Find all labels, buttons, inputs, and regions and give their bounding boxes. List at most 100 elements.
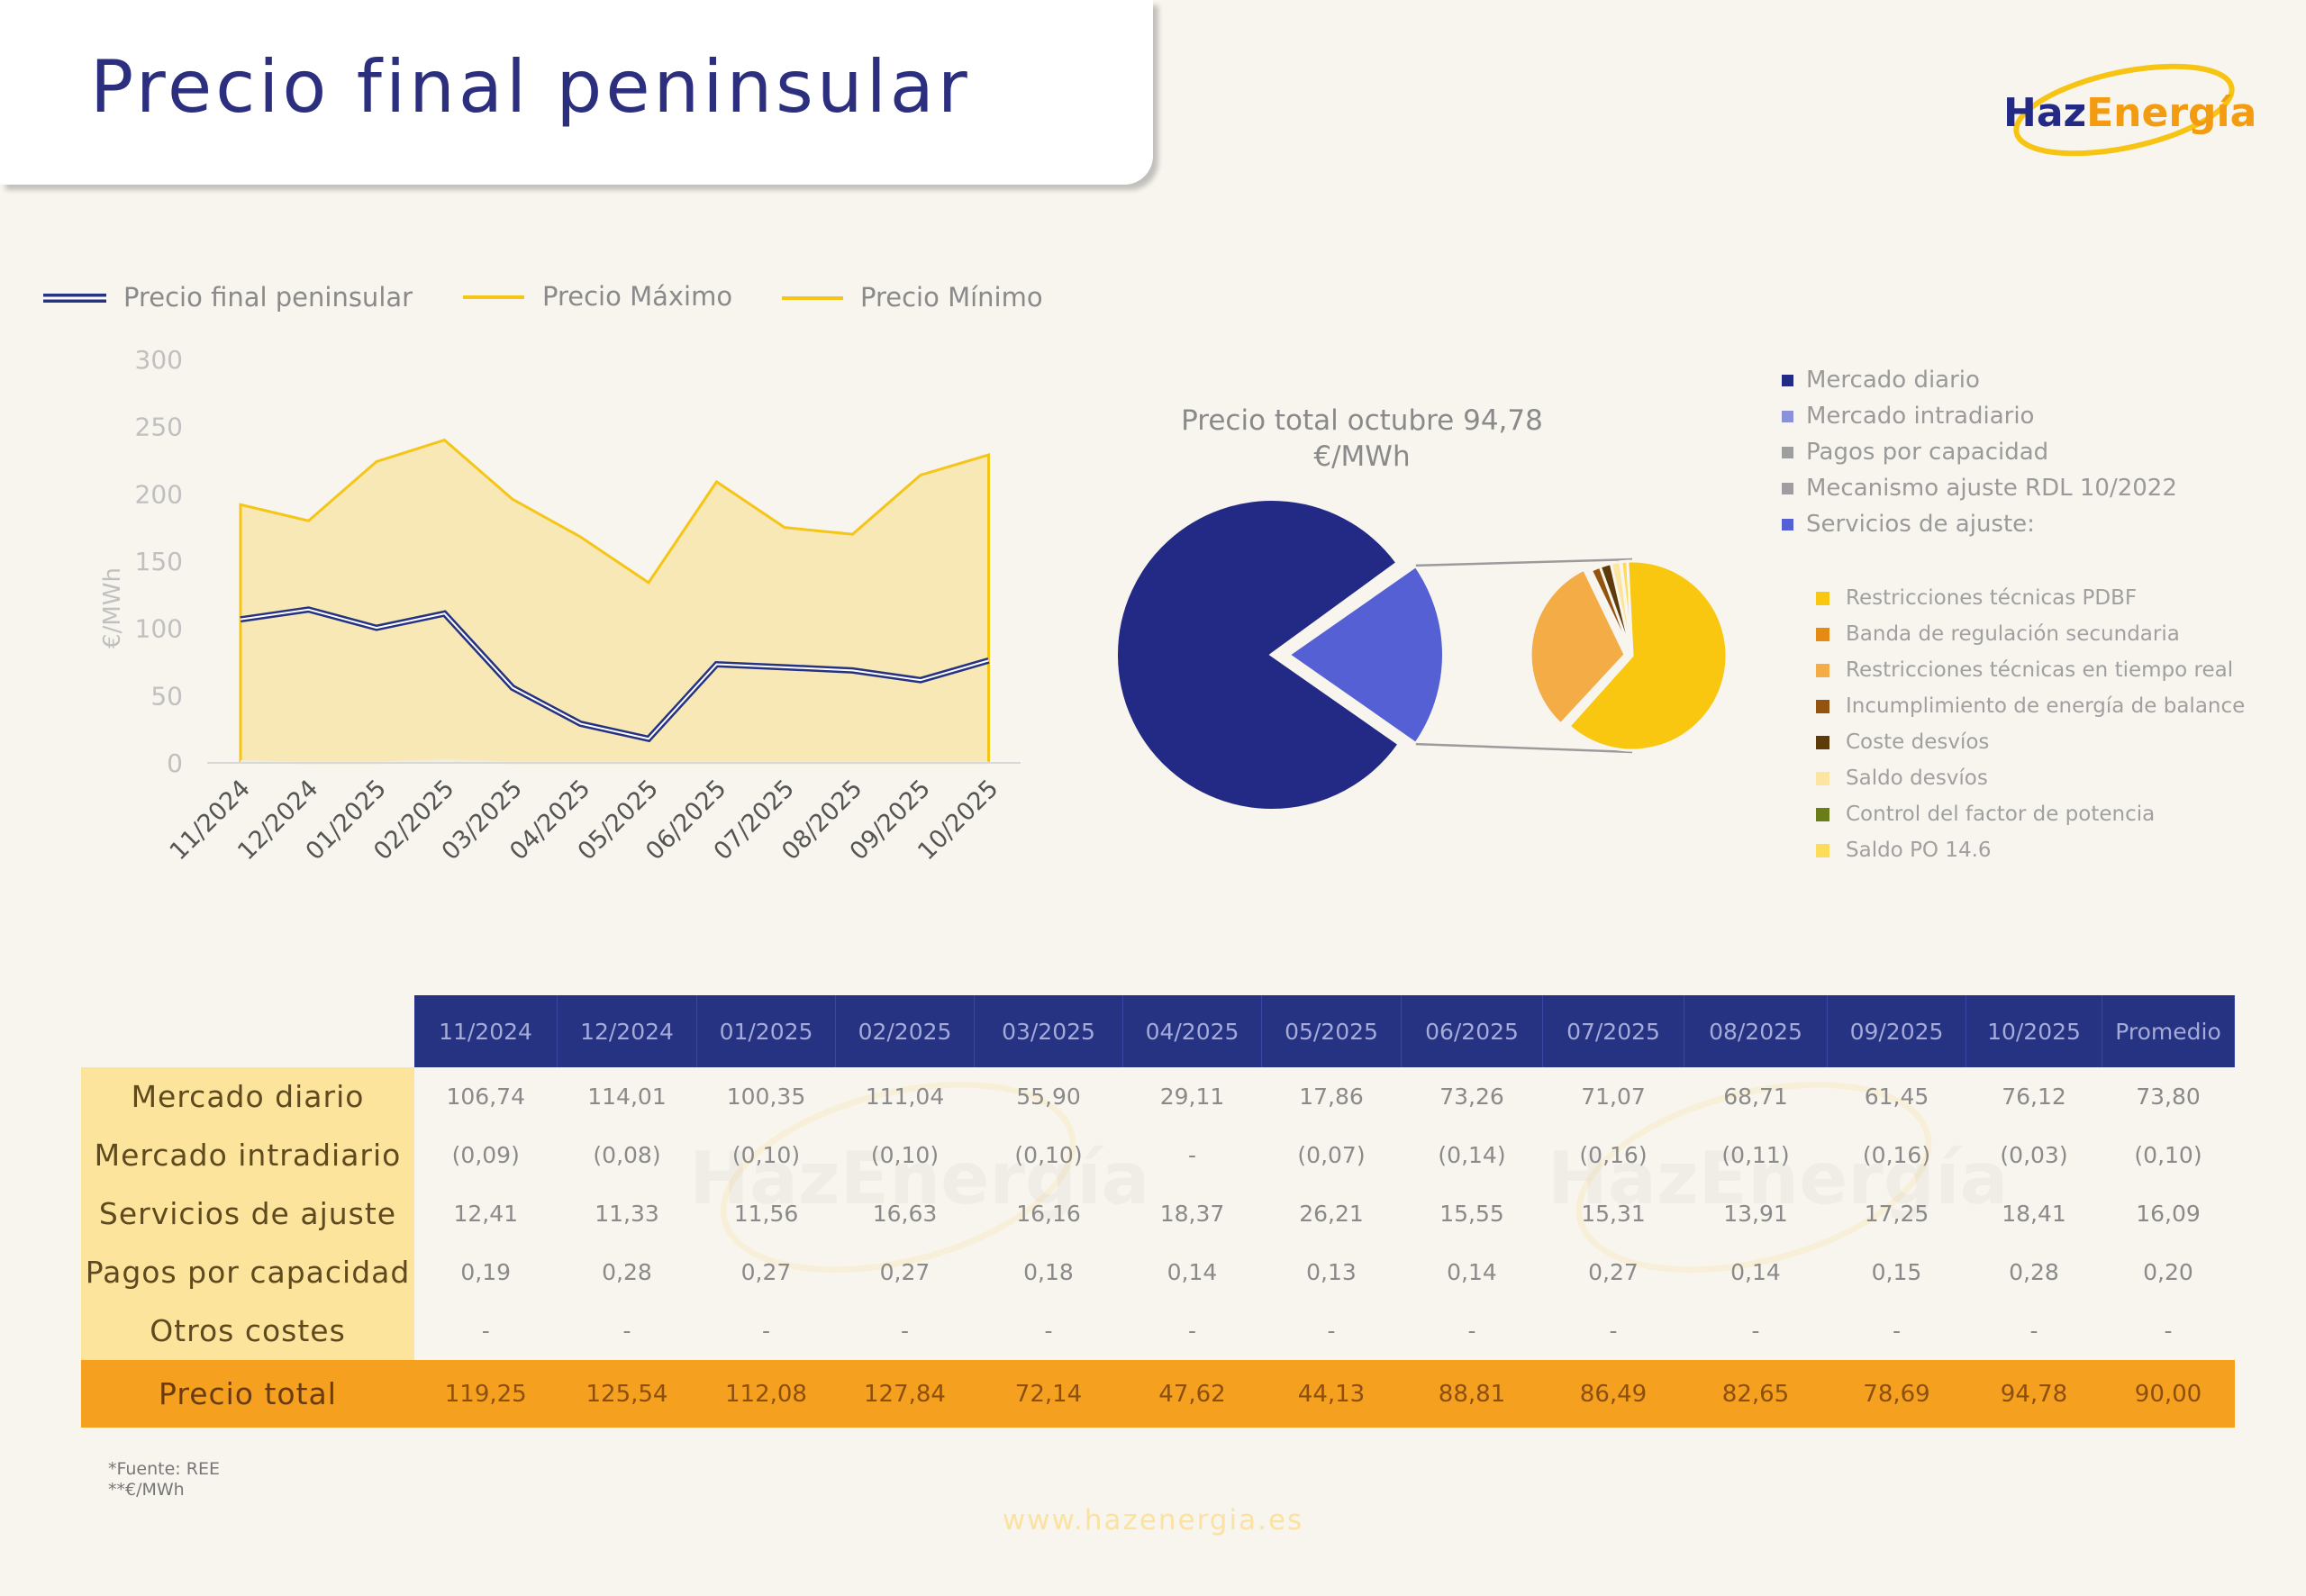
table-row-mercado-intradiario: Mercado intradiario (0,09) (0,08) (0,10) (0,…: [81, 1126, 2235, 1184]
column-header: 10/2025: [1966, 995, 2102, 1067]
table-cell: 47,62: [1122, 1360, 1262, 1428]
legend-item-mercado-diario: Mercado diario: [1782, 362, 2177, 398]
row-label: Mercado diario: [81, 1067, 414, 1126]
svg-text:HazEnergía: HazEnergía: [2003, 90, 2256, 136]
legend-label: Mecanismo ajuste RDL 10/2022: [1806, 475, 2177, 502]
column-header: 11/2024: [414, 995, 558, 1067]
table-cell: 0,27: [740, 1259, 792, 1285]
table-cell: -: [1609, 1318, 1618, 1344]
table-cell: 106,74: [446, 1084, 525, 1110]
table-cell: 94,78: [1966, 1360, 2102, 1428]
breakdown-legend-item-coste-desvios: Coste desvíos: [1816, 724, 2245, 760]
table-row-precio-total: Precio total 119,25 125,54 112,08 127,84 72,1…: [81, 1360, 2235, 1428]
series-line-precio-final-inner: [240, 608, 989, 740]
connector-bottom: [1415, 742, 1633, 754]
breakdown-legend-item-control-del-factor-de-potencia: Control del factor de potencia: [1816, 796, 2245, 832]
table-cell: 119,25: [414, 1360, 558, 1428]
column-header: 05/2025: [1261, 995, 1402, 1067]
y-tick-label: 300: [135, 345, 183, 375]
table-cell: 76,12: [2002, 1084, 2066, 1110]
legend-swatch: [1816, 735, 1829, 749]
table-cell: -: [1327, 1318, 1336, 1344]
breakdown-legend-item-restricciones-tecnicas-en-tiempo-real: Restricciones técnicas en tiempo real: [1816, 652, 2245, 688]
table-cell: (0,14): [1438, 1142, 1506, 1168]
column-header: 08/2025: [1684, 995, 1828, 1067]
note-source: *Fuente: REE: [108, 1459, 220, 1479]
logo-text-haz: Haz: [2003, 90, 2086, 136]
legend-label: Mercado diario: [1806, 367, 1980, 394]
legend-label-precio-final: Precio final peninsular: [123, 282, 413, 313]
pie-slice-servicios-de-ajuste: [1285, 563, 1446, 747]
table-cell: -: [1187, 1142, 1197, 1168]
legend-label: Control del factor de potencia: [1846, 803, 2156, 826]
legend-label: Coste desvíos: [1846, 730, 1990, 754]
connector-top: [1415, 558, 1633, 567]
table-cell: (0,09): [451, 1142, 520, 1168]
legend-label: Saldo PO 14.6: [1846, 839, 1992, 862]
table-cell: -: [1187, 1318, 1197, 1344]
table-cell: 127,84: [835, 1360, 975, 1428]
table-cell: -: [1751, 1318, 1760, 1344]
legend-item-servicios-de-ajuste: Servicios de ajuste:: [1782, 506, 2177, 542]
legend-label: Servicios de ajuste:: [1806, 511, 2035, 538]
table-cell: 125,54: [557, 1360, 697, 1428]
legend-swatch: [1816, 627, 1829, 641]
table-cell: 0,14: [1167, 1259, 1218, 1285]
title-card: Precio final peninsular: [0, 0, 1153, 185]
table-cell: 73,80: [2136, 1084, 2201, 1110]
legend-item-pagos-por-capacidad: Pagos por capacidad: [1782, 434, 2177, 470]
row-label: Precio total: [81, 1360, 414, 1428]
legend-label-precio-minimo: Precio Mínimo: [860, 282, 1043, 313]
table-cell: -: [1467, 1318, 1476, 1344]
table-cell: 0,20: [2143, 1259, 2193, 1285]
legend-label: Saldo desvíos: [1846, 766, 1988, 790]
column-header: 06/2025: [1401, 995, 1543, 1067]
pie-legend: Mercado diario Mercado intradiario Pagos p…: [1782, 362, 2177, 542]
table-row-pagos-por-capacidad: Pagos por capacidad 0,19 0,28 0,27 0,27 0,18 0…: [81, 1243, 2235, 1301]
legend-swatch: [1816, 591, 1829, 605]
table-cell: 78,69: [1827, 1360, 1966, 1428]
column-header: Promedio: [2102, 995, 2235, 1067]
table-cell: -: [481, 1318, 490, 1344]
table-cell: 16,63: [872, 1201, 938, 1227]
pie-breakdown: [1529, 559, 1729, 752]
table-body: Mercado diario 106,74 114,01 100,35 111,04 55…: [81, 1067, 2235, 1428]
breakdown-legend-item-saldo-po-14-6: Saldo PO 14.6: [1816, 832, 2245, 868]
column-header: 01/2025: [696, 995, 836, 1067]
table-cell: 61,45: [1864, 1084, 1929, 1110]
breakdown-slice-restricciones-tecnicas-en-tiempo-real: [1529, 567, 1627, 726]
legend-swatch: [1782, 518, 1793, 530]
legend-swatch: [1782, 482, 1793, 494]
table-cell: 11,33: [595, 1201, 659, 1227]
table-cell: 100,35: [726, 1084, 806, 1110]
legend-label: Banda de regulación secundaria: [1846, 622, 2180, 646]
table-cell: (0,07): [1297, 1142, 1366, 1168]
pie-main: [1114, 497, 1446, 812]
pie-slice-mercado-diario: [1114, 497, 1403, 812]
column-header: 02/2025: [835, 995, 975, 1067]
table-cell: 90,00: [2102, 1360, 2235, 1428]
logo-ring: [2013, 63, 2235, 157]
breakdown-legend-item-saldo-desvios: Saldo desvíos: [1816, 760, 2245, 796]
table-cell: 11,56: [733, 1201, 799, 1227]
table-cell: (0,16): [1862, 1142, 1931, 1168]
y-tick-label: 50: [150, 681, 183, 711]
table-row-otros-costes: Otros costes - - - - - - - - - - - - -: [81, 1301, 2235, 1360]
table-header-row: 11/2024 12/2024 01/2025 02/2025 03/2025 04/20…: [81, 995, 2235, 1067]
column-header: 03/2025: [974, 995, 1123, 1067]
table-cell: 15,55: [1439, 1201, 1504, 1227]
legend-item-mercado-intradiario: Mercado intradiario: [1782, 398, 2177, 434]
note-unit: **€/MWh: [108, 1480, 185, 1500]
table-cell: -: [2164, 1318, 2173, 1344]
table-cell: -: [1892, 1318, 1902, 1344]
table-cell: 0,14: [1730, 1259, 1781, 1285]
table-cell: 13,91: [1723, 1201, 1788, 1227]
y-tick-label: 200: [135, 479, 183, 509]
legend-swatch: [1782, 410, 1793, 422]
notes: *Fuente: REE **€/MWh: [108, 1459, 220, 1501]
table-cell: 17,25: [1864, 1201, 1929, 1227]
table-cell: -: [1044, 1318, 1053, 1344]
table-cell: (0,10): [870, 1142, 940, 1168]
table-cell: 15,31: [1581, 1201, 1646, 1227]
pie-title-line2: €/MWh: [1313, 440, 1410, 473]
